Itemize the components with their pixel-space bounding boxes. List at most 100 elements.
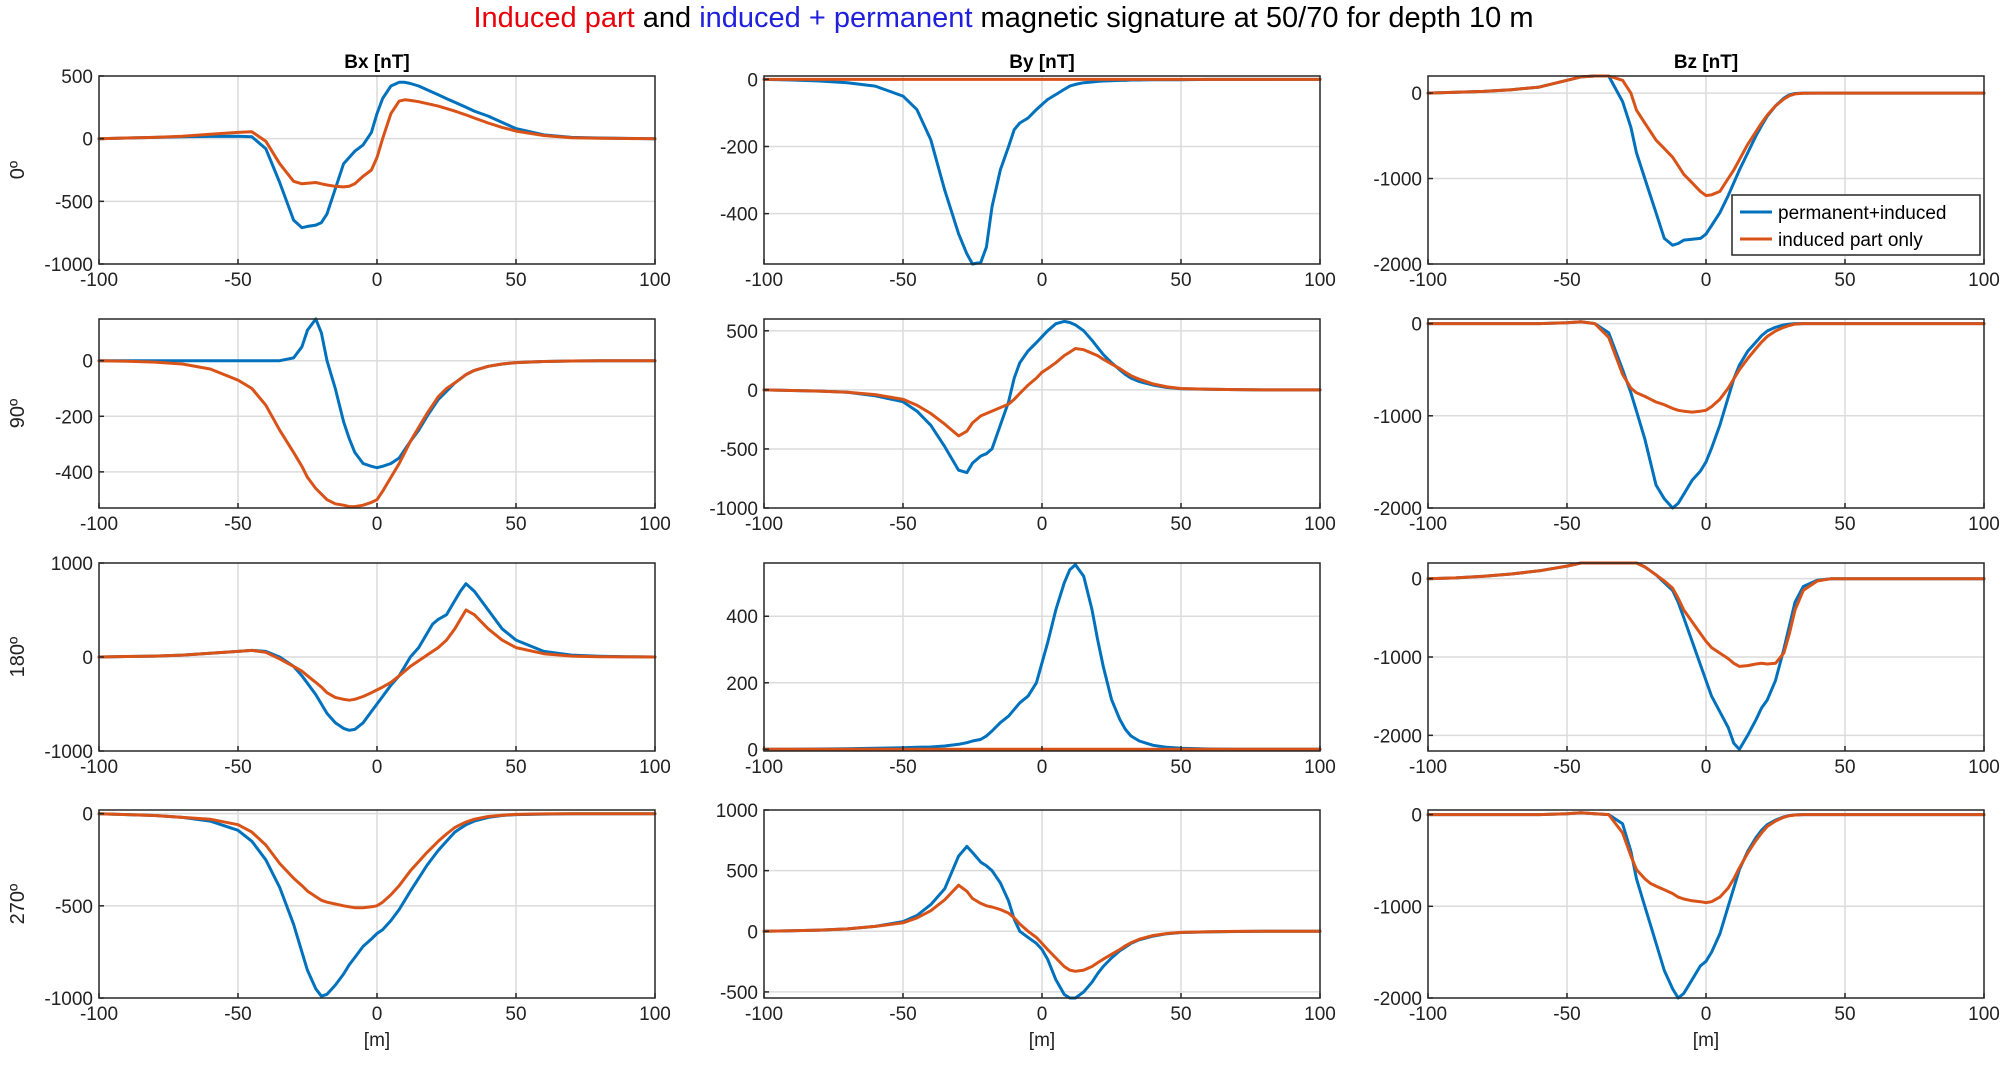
panel-r4-c2-xtick-label-1: -50	[889, 1004, 916, 1025]
panel-r3-c3-xtick-label-0: -100	[1409, 757, 1447, 778]
panel-r2-c1-ytick-label-1: -200	[55, 407, 93, 428]
panel-r2-c2-xtick-label-2: 0	[1037, 514, 1048, 535]
title-red-part: Induced part	[473, 2, 635, 34]
panel-r4-c2-ytick-label-2: 0	[747, 922, 758, 943]
panel-r1-c1-ytick-label-0: 500	[61, 67, 93, 88]
panel-r2-c2-xtick-label-1: -50	[889, 514, 916, 535]
panel-r3-c2-ytick-label-2: 0	[747, 740, 758, 761]
panel-r2-c3-series-induced-part-only	[1426, 320, 1986, 414]
panel-r2-c3-ytick-label-0: 0	[1411, 315, 1422, 336]
panel-r2-c2-ytick-label-0: 500	[726, 322, 758, 343]
panel-r1-c2-xtick-label-4: 100	[1304, 270, 1336, 291]
panel-r2-c2-ytick-label-3: -1000	[709, 499, 758, 520]
panel-r3-c2-xtick-label-2: 0	[1037, 757, 1048, 778]
panel-r3-c1-xtick-label-0: -100	[80, 757, 118, 778]
panel-r2-c3-xtick-label-2: 0	[1701, 514, 1712, 535]
panel-r2-c3-ytick-label-2: -2000	[1373, 499, 1422, 520]
panel-r2-c3-xtick-label-4: 100	[1968, 514, 2000, 535]
row-label-0: 0º	[7, 160, 29, 179]
title-rest: magnetic signature at 50/70 for depth 10…	[972, 2, 1534, 34]
panel-r4-c1-xlabel: [m]	[364, 1030, 390, 1051]
panel-r4-c2-ytick-label-0: 1000	[716, 801, 758, 822]
panel-r2-c3-xtick-label-3: 50	[1834, 514, 1855, 535]
panel-r3-c1-xtick-label-4: 100	[639, 757, 671, 778]
panel-r3-c2-xtick-label-0: -100	[745, 757, 783, 778]
panel-r1-c2-xtick-label-3: 50	[1170, 270, 1191, 291]
panel-r4-c3-xtick-label-1: -50	[1553, 1004, 1580, 1025]
panel-r4-c1-ytick-label-2: -1000	[44, 989, 93, 1010]
row-label-180: 180º	[7, 636, 29, 677]
panel-r2-c3-xtick-label-1: -50	[1553, 514, 1580, 535]
panel-r1-c3-ytick-label-0: 0	[1411, 84, 1422, 105]
panel-r4-c3-ytick-label-2: -2000	[1373, 989, 1422, 1010]
panel-r4-c2-xtick-label-2: 0	[1037, 1004, 1048, 1025]
legend-entry-permanent-induced: permanent+induced	[1778, 203, 1947, 224]
panel-r4-c2-series-induced-part-only	[762, 883, 1322, 973]
panel-r3-c1-ytick-label-1: 0	[82, 648, 93, 669]
panel-r1-c2-ytick-label-1: -200	[720, 138, 758, 159]
title-blue-part: induced + permanent	[699, 2, 973, 34]
panel-r4-c3-xlabel: [m]	[1693, 1030, 1719, 1051]
panel-r4-c1-xtick-label-4: 100	[639, 1004, 671, 1025]
panel-r4-c1-xtick-label-0: -100	[80, 1004, 118, 1025]
panel-r2-c1-ytick-label-0: 0	[82, 352, 93, 373]
panel-r4-c1-xtick-label-2: 0	[372, 1004, 383, 1025]
panel-r4-c2-xlabel: [m]	[1029, 1030, 1055, 1051]
panel-r4-c2-xtick-label-3: 50	[1170, 1004, 1191, 1025]
panel-r2-c2-series-induced-part-only	[762, 347, 1322, 438]
panel-r1-c3-xtick-label-3: 50	[1834, 270, 1855, 291]
panel-r1-c2-xtick-label-1: -50	[889, 270, 916, 291]
panel-r3-c2-xtick-label-1: -50	[889, 757, 916, 778]
panel-r4-c1-xtick-label-3: 50	[505, 1004, 526, 1025]
panel-r4-c2-xtick-label-4: 100	[1304, 1004, 1336, 1025]
panel-r1-c3-ytick-label-2: -2000	[1373, 255, 1422, 276]
panel-r4-c2-ytick-label-3: -500	[720, 983, 758, 1004]
panel-r2-c1-xtick-label-4: 100	[639, 514, 671, 535]
panel-r1-c1-ytick-label-3: -1000	[44, 255, 93, 276]
panel-r2-c1-xtick-label-1: -50	[224, 514, 251, 535]
column-title-bz-nt: Bz [nT]	[1674, 52, 1738, 73]
panel-r4-c1-ytick-label-1: -500	[55, 897, 93, 918]
panel-r1-c2-ytick-label-0: 0	[747, 70, 758, 91]
panel-r3-c3-ytick-label-1: -1000	[1373, 648, 1422, 669]
row-label-270: 270º	[7, 883, 29, 924]
row-label-90: 90º	[7, 398, 29, 428]
panel-r1-c2-ytick-label-2: -400	[720, 205, 758, 226]
panel-r3-c2-ytick-label-1: 200	[726, 674, 758, 695]
panel-r3-c1-xtick-label-1: -50	[224, 757, 251, 778]
panel-r1-c1-xtick-label-1: -50	[224, 270, 251, 291]
column-title-by-nt: By [nT]	[1009, 52, 1074, 73]
panel-r4-c3-xtick-label-0: -100	[1409, 1004, 1447, 1025]
panel-r2-c2-ytick-label-2: -500	[720, 440, 758, 461]
panel-r3-c1-ytick-label-0: 1000	[51, 554, 93, 575]
panel-r3-c2-xtick-label-3: 50	[1170, 757, 1191, 778]
panel-r3-c3-ytick-label-2: -2000	[1373, 726, 1422, 747]
panel-r4-c2-xtick-label-0: -100	[745, 1004, 783, 1025]
panel-r2-c2-xtick-label-4: 100	[1304, 514, 1336, 535]
panel-r3-c2-series-permanent-induced	[762, 563, 1322, 751]
panel-r1-c1-ytick-label-1: 0	[82, 130, 93, 151]
panel-r3-c1-xtick-label-2: 0	[372, 757, 383, 778]
panel-r1-c3-xtick-label-0: -100	[1409, 270, 1447, 291]
panel-r4-c3-series-induced-part-only	[1426, 811, 1986, 905]
panel-r3-c3-ytick-label-0: 0	[1411, 570, 1422, 591]
figure-title: Induced part and induced + permanent mag…	[0, 0, 2007, 36]
panel-r2-c1-series-induced-part-only	[97, 359, 657, 509]
panel-r2-c1-xtick-label-3: 50	[505, 514, 526, 535]
panel-r3-c2-ytick-label-0: 400	[726, 607, 758, 628]
panel-r3-c2-xtick-label-4: 100	[1304, 757, 1336, 778]
panel-r1-c3-xtick-label-1: -50	[1553, 270, 1580, 291]
panel-r2-c1-xtick-label-0: -100	[80, 514, 118, 535]
panel-r4-c1-series-induced-part-only	[97, 812, 657, 910]
panel-r1-c1-series-induced-part-only	[97, 98, 657, 189]
legend-box	[1731, 194, 1981, 256]
panel-r1-c2-xtick-label-0: -100	[745, 270, 783, 291]
panel-r2-c1-ytick-label-2: -400	[55, 463, 93, 484]
panel-r3-c3-xtick-label-4: 100	[1968, 757, 2000, 778]
panel-r1-c1-xtick-label-0: -100	[80, 270, 118, 291]
panel-r2-c3-xtick-label-0: -100	[1409, 514, 1447, 535]
panel-r3-c3-xtick-label-3: 50	[1834, 757, 1855, 778]
panel-r1-c3-xtick-label-4: 100	[1968, 270, 2000, 291]
legend-entry-induced-part-only: induced part only	[1778, 230, 1923, 251]
